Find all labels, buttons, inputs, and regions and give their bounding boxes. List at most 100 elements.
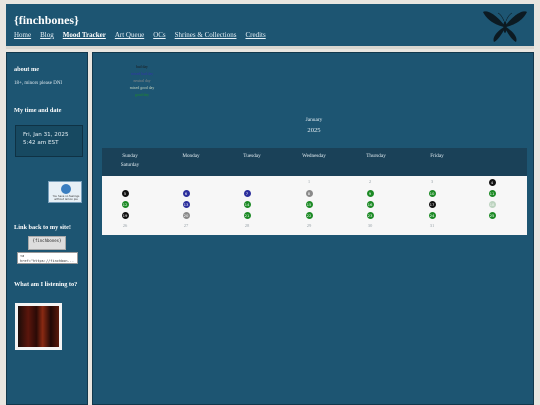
day-number: 2 [368,179,372,184]
calendar-day-23: 23 [365,212,375,219]
calendar-day-24: 24 [427,212,437,219]
mood-legend: bad day mixed bad day neutral day mixed … [119,64,165,99]
calendar-day-3: 3 [427,179,437,185]
mood-marker-good: 24 [428,212,436,219]
mood-marker-good: 10 [428,190,436,197]
calendar-day-10: 10 [427,190,437,197]
weekday-sunday: Sunday [122,153,138,159]
calendar-day-19: 19 [120,212,130,219]
about-heading: about me [14,66,40,73]
mood-marker-good: 21 [243,212,251,219]
day-number: 3 [430,179,434,184]
calendar-day-30: 30 [365,223,375,229]
mood-marker-bad: 17 [428,201,436,208]
mood-tracker-panel: bad day mixed bad day neutral day mixed … [92,52,534,405]
moth-icon [483,11,527,42]
weekday-thursday: Thursday [366,153,386,159]
calendar-day-1: 1 [304,179,314,185]
mood-marker-mixed-bad: 7 [243,190,251,197]
mood-marker-good: 25 [488,212,496,219]
mood-marker-good: 11 [488,190,496,197]
lemon-pie-stamp[interactable]: You have no feelings without lemon pie [48,181,82,203]
calendar-grid: 1 2 3 4 5 6 7 8 9 10 11 12 13 14 15 16 17 18 19 20 21 22 23 24 2… [102,176,527,235]
main-nav: Home Blog Mood Tracker Art Queue OCs Shr… [14,31,266,39]
calendar-day-22: 22 [304,212,314,219]
mood-marker-bad: 4 [488,179,496,186]
legend-neutral: neutral day [133,79,151,83]
weekday-friday: Friday [430,153,444,159]
calendar-day-20: 20 [181,212,191,219]
calendar-day-8: 8 [304,190,314,197]
mood-marker-good: 14 [243,201,251,208]
mood-marker-mixed-bad: 6 [182,190,190,197]
weekday-monday: Monday [182,153,200,159]
day-number: 28 [244,223,250,228]
mood-marker-mixed-bad: 13 [182,201,190,208]
mood-marker-bad: 5 [121,190,129,197]
nav-art-queue[interactable]: Art Queue [114,31,145,39]
about-text: 18+, minors please DNI [14,81,63,86]
calendar-day-11: 11 [487,190,497,197]
calendar-day-31: 31 [427,223,437,229]
nav-ocs[interactable]: OCs [153,31,166,39]
legend-mixed-good: mixed good day [129,86,155,90]
weekday-wednesday: Wednesday [302,153,326,159]
mood-marker-good: 23 [366,212,374,219]
day-number: 1 [307,179,311,184]
mood-marker-neutral: 8 [305,190,313,197]
calendar-day-16: 16 [365,201,375,208]
site-button-88x31[interactable]: {finchbones} [28,236,66,250]
nav-credits[interactable]: Credits [245,31,266,39]
link-back-heading: Link back to my site! [14,224,72,231]
site-button-label: {finchbones} [32,238,62,243]
time-heading: My time and date [14,107,62,114]
calendar-day-9: 9 [365,190,375,197]
mood-marker-good: 15 [305,201,313,208]
calendar-day-27: 27 [181,223,191,229]
calendar-day-2: 2 [365,179,375,185]
calendar-day-29: 29 [304,223,314,229]
calendar-year: 2025 [307,127,321,134]
day-number: 29 [306,223,312,228]
calendar-weekday-header: Sunday Monday Tuesday Wednesday Thursday… [102,148,527,176]
clock-date: Fri, Jan 31, 2025 [23,132,69,138]
mood-marker-bad: 19 [121,212,129,219]
legend-mixed-bad: mixed bad day [130,72,154,76]
calendar-day-18: 18 [487,201,497,208]
day-number: 31 [429,223,435,228]
calendar-month: January [305,117,323,123]
day-number: 27 [183,223,189,228]
mood-marker-good: 12 [121,201,129,208]
link-code-textarea[interactable]: <a href="https://finchbon... [17,252,78,264]
calendar-day-4: 4 [487,179,497,186]
nav-home[interactable]: Home [14,31,32,39]
nav-blog[interactable]: Blog [40,31,54,39]
mood-marker-neutral: 20 [182,212,190,219]
nav-mood-tracker[interactable]: Mood Tracker [62,31,106,39]
site-header: {finchbones} Home Blog Mood Tracker Art … [6,4,534,46]
calendar-day-14: 14 [242,201,252,208]
clock-time: 5:42 am EST [23,140,59,146]
calendar-day-12: 12 [120,201,130,208]
nav-shrines[interactable]: Shrines & Collections [174,31,237,39]
music-heading: What am I listening to? [14,281,78,288]
album-cover[interactable] [15,303,62,350]
calendar-day-26: 26 [120,223,130,229]
calendar-day-6: 6 [181,190,191,197]
calendar-day-25: 25 [487,212,497,219]
day-number: 30 [367,223,373,228]
legend-good: good day [134,93,150,97]
mood-marker-good: 9 [366,190,374,197]
mood-marker-mixed-good: 18 [488,201,496,208]
weekday-saturday: Saturday [120,162,140,168]
globe-icon [61,184,71,194]
album-art [18,306,59,347]
calendar-day-21: 21 [242,212,252,219]
header-divider [6,46,534,49]
mood-marker-good: 22 [305,212,313,219]
clock-widget: Fri, Jan 31, 2025 5:42 am EST [15,125,83,157]
site-title[interactable]: {finchbones} [14,13,79,27]
calendar-day-15: 15 [304,201,314,208]
weekday-tuesday: Tuesday [243,153,261,159]
calendar-day-7: 7 [242,190,252,197]
